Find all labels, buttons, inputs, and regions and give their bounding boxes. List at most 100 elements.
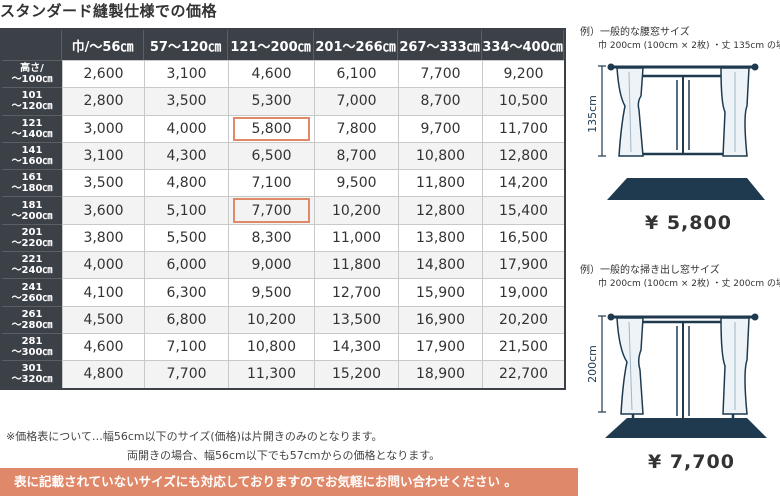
table-row: 261 〜280㎝ 4,500 6,800 10,200 13,500 16,900 20,2…: [2, 305, 564, 333]
price-cell: 4,300: [144, 141, 228, 170]
price-cell: 6,500: [228, 141, 314, 170]
height-header: 181 〜200㎝: [2, 196, 62, 224]
waist-window-illustration: 135cm: [586, 63, 765, 200]
contact-banner: 表に記載されていないサイズにも対応しておりますのでお気軽にお問い合わせください …: [0, 468, 578, 496]
price-note: ※価格表について…幅56cm以下のサイズ(価格)は片開きのみのとなります。: [6, 430, 383, 443]
height-header: 281 〜300㎝: [2, 332, 62, 361]
height-label-top: 高さ/: [20, 63, 44, 75]
height-label-bottom: 〜240㎝: [11, 265, 53, 277]
price-cell: 12,800: [482, 141, 564, 170]
corner-cell: [2, 30, 62, 60]
dimension-label: 200cm: [586, 345, 599, 383]
price-note-continued: 両開きの場合、幅56cm以下でも57cmからの価格となります。: [127, 449, 441, 462]
price-cell: 10,200: [228, 305, 314, 333]
height-label-bottom: 〜100㎝: [11, 74, 53, 86]
price-cell: 2,600: [62, 60, 144, 88]
price-cell: 15,200: [314, 360, 398, 388]
table-row: 241 〜260㎝ 4,100 6,300 9,500 12,700 15,900 19,00…: [2, 278, 564, 306]
height-header: 221 〜240㎝: [2, 251, 62, 279]
height-label-bottom: 〜260㎝: [11, 292, 53, 304]
table-row: 181 〜200㎝ 3,600 5,100 7,700 10,200 12,800 15,40…: [2, 196, 564, 224]
price-cell: 16,500: [482, 223, 564, 252]
width-header: 334〜400㎝: [482, 30, 564, 60]
price-cell: 3,100: [144, 60, 228, 88]
price-cell: 8,300: [228, 223, 314, 252]
height-header: 201 〜220㎝: [2, 223, 62, 252]
price-cell: 7,800: [314, 114, 398, 142]
example-detail: 巾 200cm (100cm × 2枚) ・丈 135cm の場合: [598, 41, 780, 51]
price-cell: 4,600: [62, 332, 144, 361]
price-cell: 9,500: [314, 169, 398, 197]
height-label-top: 201: [21, 226, 43, 238]
height-label-top: 261: [21, 308, 43, 320]
height-header: 161 〜180㎝: [2, 169, 62, 197]
height-label-top: 241: [21, 281, 43, 293]
price-cell: 10,500: [482, 87, 564, 115]
price-cell: 4,800: [62, 360, 144, 388]
price-cell: 11,700: [482, 114, 564, 142]
price-cell: 3,600: [62, 196, 144, 224]
price-cell: 10,800: [228, 332, 314, 361]
price-cell: 10,200: [314, 196, 398, 224]
price-cell: 7,700: [398, 60, 482, 88]
price-cell: 17,900: [482, 251, 564, 279]
price-cell: 21,500: [482, 332, 564, 361]
width-header-row: 巾/〜56㎝ 57〜120㎝ 121〜200㎝ 201〜266㎝ 267〜333…: [2, 30, 564, 60]
price-cell: 9,200: [482, 60, 564, 88]
price-cell: 11,000: [314, 223, 398, 252]
price-cell: 19,000: [482, 278, 564, 306]
price-cell: 5,800: [228, 114, 314, 142]
price-cell: 4,600: [228, 60, 314, 88]
price-cell: 4,500: [62, 305, 144, 333]
price-cell: 8,700: [398, 87, 482, 115]
price-cell: 12,700: [314, 278, 398, 306]
floor-window-illustration: 200cm: [586, 313, 767, 438]
height-label-top: 161: [21, 172, 43, 184]
table-row: 高さ/〜100㎝ 2,600 3,100 4,600 6,100 7,700 9,200: [2, 60, 564, 88]
price-cell: 13,800: [398, 223, 482, 252]
height-header: 高さ/〜100㎝: [2, 60, 62, 88]
table-row: 141 〜160㎝ 3,100 4,300 6,500 8,700 10,800 12,800: [2, 141, 564, 170]
price-cell: 22,700: [482, 360, 564, 388]
price-cell: 11,300: [228, 360, 314, 388]
height-label-bottom: 〜320㎝: [11, 374, 53, 386]
price-cell: 14,200: [482, 169, 564, 197]
height-header: 101 〜120㎝: [2, 87, 62, 115]
price-cell: 5,500: [144, 223, 228, 252]
price-table: 巾/〜56㎝ 57〜120㎝ 121〜200㎝ 201〜266㎝ 267〜333…: [0, 28, 566, 390]
price-cell: 4,000: [62, 251, 144, 279]
price-cell: 3,500: [144, 87, 228, 115]
price-cell: 14,800: [398, 251, 482, 279]
page-title: スタンダード縫製仕様での価格: [0, 2, 218, 20]
width-header: 267〜333㎝: [398, 30, 482, 60]
price-cell: 4,800: [144, 169, 228, 197]
example-price: ¥ 5,800: [645, 212, 732, 234]
price-cell: 2,800: [62, 87, 144, 115]
price-cell: 6,100: [314, 60, 398, 88]
height-label-bottom: 〜280㎝: [11, 319, 53, 331]
price-cell: 9,000: [228, 251, 314, 279]
price-cell: 7,100: [228, 169, 314, 197]
height-label-bottom: 〜200㎝: [11, 210, 53, 222]
table-row: 101 〜120㎝ 2,800 3,500 5,300 7,000 8,700 10,500: [2, 87, 564, 115]
price-cell: 6,300: [144, 278, 228, 306]
price-cell: 18,900: [398, 360, 482, 388]
height-header: 261 〜280㎝: [2, 305, 62, 333]
price-cell: 15,400: [482, 196, 564, 224]
price-cell: 16,900: [398, 305, 482, 333]
price-cell: 3,500: [62, 169, 144, 197]
price-cell: 7,700: [144, 360, 228, 388]
price-cell: 3,800: [62, 223, 144, 252]
table-row: 281 〜300㎝ 4,600 7,100 10,800 14,300 17,900 21,5…: [2, 332, 564, 361]
height-header: 141 〜160㎝: [2, 141, 62, 170]
dimension-label: 135cm: [586, 95, 599, 133]
table-row: 221 〜240㎝ 4,000 6,000 9,000 11,800 14,800 17,90…: [2, 251, 564, 279]
height-label-bottom: 〜300㎝: [11, 347, 53, 359]
price-cell: 7,000: [314, 87, 398, 115]
price-cell: 3,100: [62, 141, 144, 170]
height-label-bottom: 〜220㎝: [11, 237, 53, 249]
height-label-top: 121: [21, 117, 43, 129]
table-row: 161 〜180㎝ 3,500 4,800 7,100 9,500 11,800 14,200: [2, 169, 564, 197]
height-label-bottom: 〜140㎝: [11, 128, 53, 140]
height-label-top: 101: [21, 90, 43, 102]
